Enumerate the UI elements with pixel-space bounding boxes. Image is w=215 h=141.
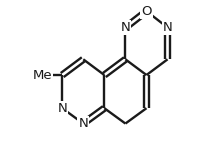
Text: N: N (121, 21, 130, 34)
Text: Me: Me (33, 69, 52, 81)
Text: O: O (141, 5, 152, 18)
Text: N: N (163, 21, 172, 34)
Text: N: N (57, 102, 67, 115)
Text: N: N (78, 117, 88, 130)
